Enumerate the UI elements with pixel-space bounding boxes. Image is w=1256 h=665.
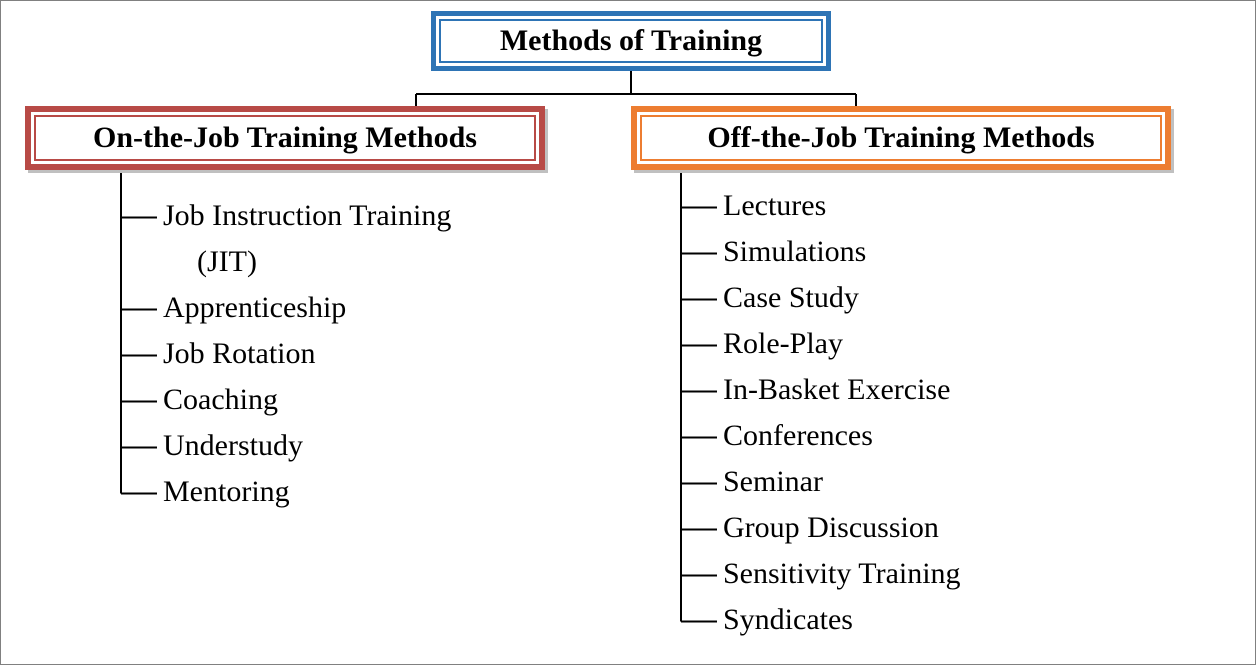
list-item: Coaching	[163, 385, 278, 415]
diagram-canvas: Methods of Training On-the-Job Training …	[0, 0, 1256, 665]
list-item: Group Discussion	[723, 513, 939, 543]
branch-node-label-on: On-the-Job Training Methods	[93, 121, 477, 155]
root-node-inner	[439, 19, 823, 63]
list-item: Job Instruction Training	[163, 201, 451, 231]
list-item: Seminar	[723, 467, 823, 497]
branch-node-on: On-the-Job Training Methods	[25, 106, 545, 170]
branch-node-off: Off-the-Job Training Methods	[631, 106, 1171, 170]
list-item: Conferences	[723, 421, 873, 451]
list-item: Lectures	[723, 191, 826, 221]
list-item: (JIT)	[197, 247, 257, 277]
list-item: Sensitivity Training	[723, 559, 961, 589]
list-item: Case Study	[723, 283, 859, 313]
branch-node-label-off: Off-the-Job Training Methods	[707, 121, 1094, 155]
list-item: Simulations	[723, 237, 866, 267]
list-item: Job Rotation	[163, 339, 316, 369]
list-item: Apprenticeship	[163, 293, 346, 323]
list-item: Role-Play	[723, 329, 843, 359]
root-node: Methods of Training	[431, 11, 831, 71]
list-item: Mentoring	[163, 477, 290, 507]
list-item: Syndicates	[723, 605, 853, 635]
connectors	[1, 1, 1256, 665]
list-item: In-Basket Exercise	[723, 375, 950, 405]
list-item: Understudy	[163, 431, 303, 461]
